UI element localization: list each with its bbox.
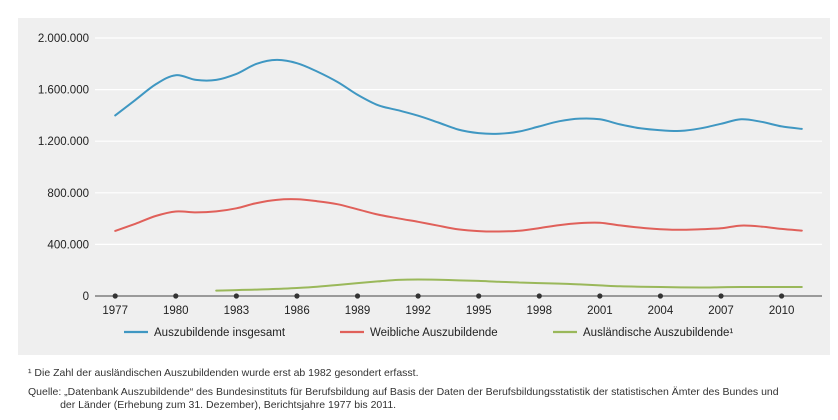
series-line-1 bbox=[114, 58, 803, 135]
x-tick-label: 1989 bbox=[345, 305, 371, 317]
plot-background-layer bbox=[18, 18, 830, 355]
x-tick-marker bbox=[112, 293, 118, 299]
x-tick-marker bbox=[294, 293, 300, 299]
x-axis: 1977 1980 1983 1986 1989 1992 1995 1998 2001 2004… bbox=[95, 293, 822, 317]
x-tick-marker bbox=[354, 293, 361, 299]
x-tick-marker bbox=[415, 293, 421, 299]
series-lines bbox=[114, 58, 803, 292]
x-tick-label: 2001 bbox=[587, 305, 613, 317]
x-tick-label: 2010 bbox=[769, 305, 795, 317]
gridlines bbox=[95, 37, 822, 245]
x-tick-label: 1995 bbox=[466, 305, 492, 317]
legend-label-3: Ausländische Auszubildende¹ bbox=[583, 327, 733, 339]
y-tick-label: 1.200.000 bbox=[38, 136, 89, 148]
legend: Auszubildende insgesamt Weibliche Auszubi… bbox=[124, 327, 733, 339]
y-axis-tick-labels: 0 400.000 800.000 1.200.000 1.600.000 2.000.0… bbox=[38, 33, 89, 303]
x-tick-label: 1977 bbox=[102, 305, 128, 317]
footnote-foreign-apprentices: ¹ Die Zahl der ausländischen Auszubilden… bbox=[28, 367, 419, 379]
x-tick-label: 2004 bbox=[648, 305, 674, 317]
series-line-2 bbox=[114, 198, 803, 233]
y-tick-label: 400.000 bbox=[47, 239, 89, 251]
chart-background bbox=[18, 18, 830, 355]
y-tick-label: 1.600.000 bbox=[38, 85, 89, 97]
x-tick-marker bbox=[718, 293, 724, 299]
x-tick-label: 1983 bbox=[224, 305, 250, 317]
x-tick-marker bbox=[233, 293, 239, 299]
x-tick-label: 1998 bbox=[526, 305, 552, 317]
x-tick-marker bbox=[779, 293, 785, 299]
y-tick-label: 0 bbox=[83, 291, 89, 303]
x-tick-label: 1980 bbox=[163, 305, 189, 317]
y-tick-label: 800.000 bbox=[47, 188, 89, 200]
x-tick-marker bbox=[476, 293, 482, 299]
x-tick-marker bbox=[597, 293, 603, 299]
x-tick-label: 1992 bbox=[405, 305, 431, 317]
x-tick-marker bbox=[536, 293, 542, 299]
x-tick-marker bbox=[173, 293, 179, 299]
legend-label-1: Auszubildende insgesamt bbox=[154, 327, 286, 339]
x-tick-marker bbox=[657, 293, 664, 299]
x-tick-label: 2007 bbox=[708, 305, 734, 317]
x-tick-label: 1986 bbox=[284, 305, 310, 317]
legend-label-2: Weibliche Auszubildende bbox=[370, 327, 498, 339]
line-chart: 0 400.000 800.000 1.200.000 1.600.000 2.000.0… bbox=[18, 18, 830, 355]
y-tick-label: 2.000.000 bbox=[38, 33, 89, 45]
series-line-3 bbox=[215, 278, 803, 292]
source-note: Quelle: „Datenbank Auszubildende“ des Bu… bbox=[28, 386, 779, 411]
